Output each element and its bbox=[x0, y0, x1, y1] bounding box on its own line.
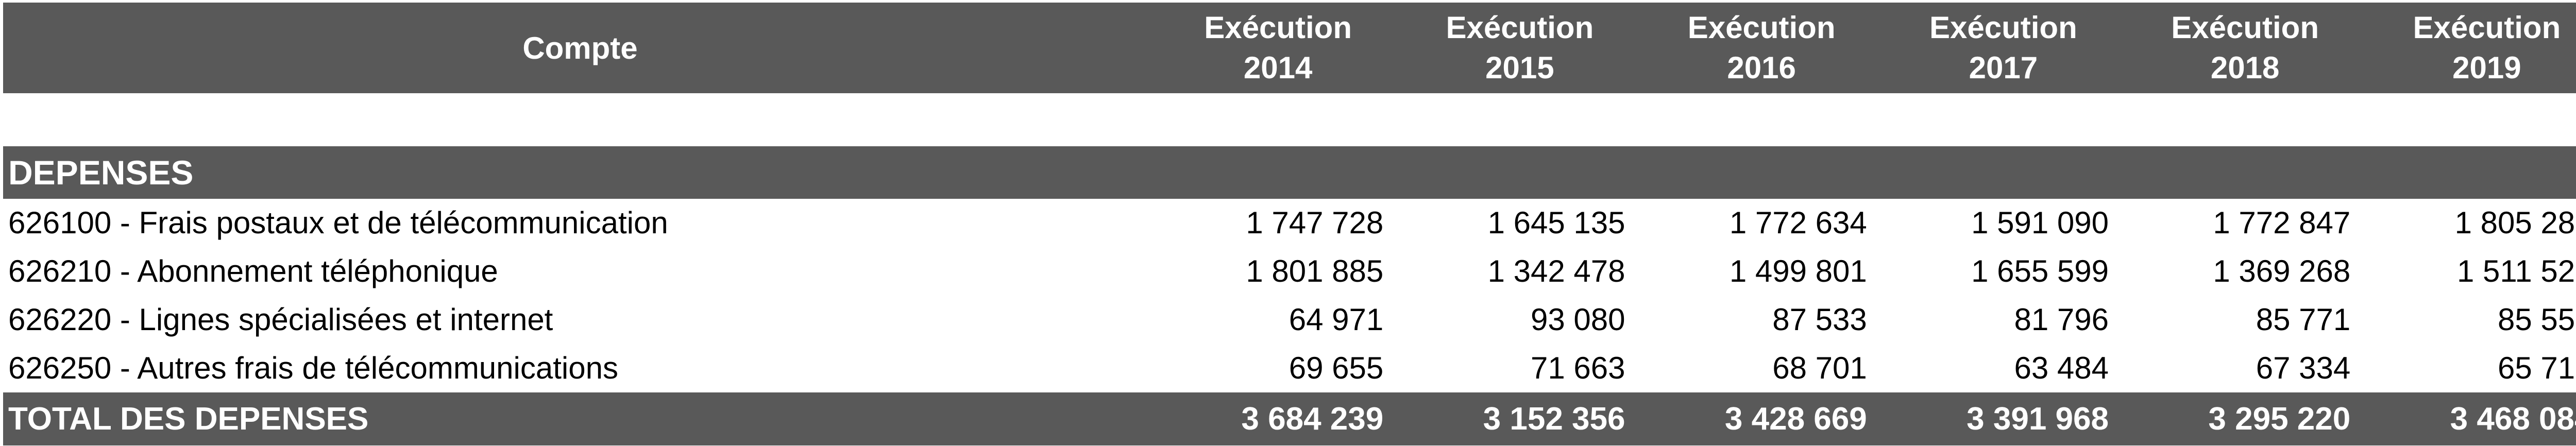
value-2018: 1 772 847 bbox=[2213, 205, 2351, 240]
header-prefix: Exécution bbox=[2413, 10, 2561, 45]
value-2017: 1 591 090 bbox=[1971, 205, 2109, 240]
value-2015: 1 342 478 bbox=[1487, 254, 1625, 288]
value-2018: 85 771 bbox=[2256, 302, 2351, 337]
value-2019: 1 805 287 bbox=[2454, 205, 2576, 240]
column-header-execution-2018: Exécution 2018 bbox=[2124, 3, 2366, 93]
table-row-626100: 626100 - Frais postaux et de télécommuni… bbox=[3, 199, 2576, 247]
value-2015: 93 080 bbox=[1530, 302, 1625, 337]
account-label: 626100 - Frais postaux et de télécommuni… bbox=[8, 205, 668, 240]
value-2015: 1 645 135 bbox=[1487, 205, 1625, 240]
header-prefix: Exécution bbox=[1204, 10, 1352, 45]
total-2015: 3 152 356 bbox=[1483, 401, 1625, 437]
table-row-626220: 626220 - Lignes spécialisées et internet… bbox=[3, 296, 2576, 344]
header-year: 2014 bbox=[1243, 50, 1313, 85]
total-2016: 3 428 669 bbox=[1724, 401, 1867, 437]
column-header-compte: Compte bbox=[522, 30, 638, 65]
table-row-626250: 626250 - Autres frais de télécommunicati… bbox=[3, 344, 2576, 392]
header-row: Compte Exécution 2014 Exécution 2015 Exé… bbox=[3, 3, 2576, 93]
header-prefix: Exécution bbox=[1687, 10, 1836, 45]
column-header-execution-2019: Exécution 2019 bbox=[2366, 3, 2576, 93]
header-year: 2017 bbox=[1969, 50, 2038, 85]
account-label: 626220 - Lignes spécialisées et internet bbox=[8, 302, 553, 337]
spacer-row bbox=[3, 93, 2576, 146]
header-prefix: Exécution bbox=[2171, 10, 2319, 45]
value-2016: 1 772 634 bbox=[1729, 205, 1867, 240]
value-2016: 68 701 bbox=[1772, 351, 1867, 385]
total-label: TOTAL DES DEPENSES bbox=[8, 401, 369, 437]
column-header-execution-2017: Exécution 2017 bbox=[1883, 3, 2124, 93]
account-label: 626250 - Autres frais de télécommunicati… bbox=[8, 351, 618, 385]
value-2016: 87 533 bbox=[1772, 302, 1867, 337]
header-year: 2019 bbox=[2452, 50, 2521, 85]
column-header-execution-2014: Exécution 2014 bbox=[1157, 3, 1399, 93]
budget-table: Compte Exécution 2014 Exécution 2015 Exé… bbox=[3, 3, 2576, 445]
value-2019: 85 559 bbox=[2497, 302, 2576, 337]
total-row: TOTAL DES DEPENSES 3 684 239 3 152 356 3… bbox=[3, 392, 2576, 445]
value-2014: 64 971 bbox=[1289, 302, 1384, 337]
header-year: 2015 bbox=[1485, 50, 1554, 85]
value-2015: 71 663 bbox=[1530, 351, 1625, 385]
header-prefix: Exécution bbox=[1929, 10, 2077, 45]
column-header-execution-2015: Exécution 2015 bbox=[1399, 3, 1640, 93]
header-prefix: Exécution bbox=[1446, 10, 1594, 45]
section-row-depenses: DEPENSES bbox=[3, 146, 2576, 199]
total-2014: 3 684 239 bbox=[1241, 401, 1384, 437]
table-row-626210: 626210 - Abonnement téléphonique 1 801 8… bbox=[3, 247, 2576, 296]
value-2018: 67 334 bbox=[2256, 351, 2351, 385]
column-header-execution-2016: Exécution 2016 bbox=[1641, 3, 1883, 93]
header-year: 2016 bbox=[1727, 50, 1796, 85]
value-2019: 1 511 523 bbox=[2457, 254, 2576, 288]
value-2017: 63 484 bbox=[2014, 351, 2109, 385]
value-2014: 1 747 728 bbox=[1246, 205, 1384, 240]
total-2017: 3 391 968 bbox=[1967, 401, 2109, 437]
value-2014: 69 655 bbox=[1289, 351, 1384, 385]
total-2019: 3 468 084 bbox=[2450, 401, 2576, 437]
header-year: 2018 bbox=[2210, 50, 2280, 85]
value-2016: 1 499 801 bbox=[1729, 254, 1867, 288]
account-label: 626210 - Abonnement téléphonique bbox=[8, 254, 498, 288]
value-2014: 1 801 885 bbox=[1246, 254, 1384, 288]
section-title: DEPENSES bbox=[8, 153, 194, 192]
value-2019: 65 715 bbox=[2497, 351, 2576, 385]
value-2017: 81 796 bbox=[2014, 302, 2109, 337]
total-2018: 3 295 220 bbox=[2208, 401, 2351, 437]
value-2018: 1 369 268 bbox=[2213, 254, 2351, 288]
value-2017: 1 655 599 bbox=[1971, 254, 2109, 288]
